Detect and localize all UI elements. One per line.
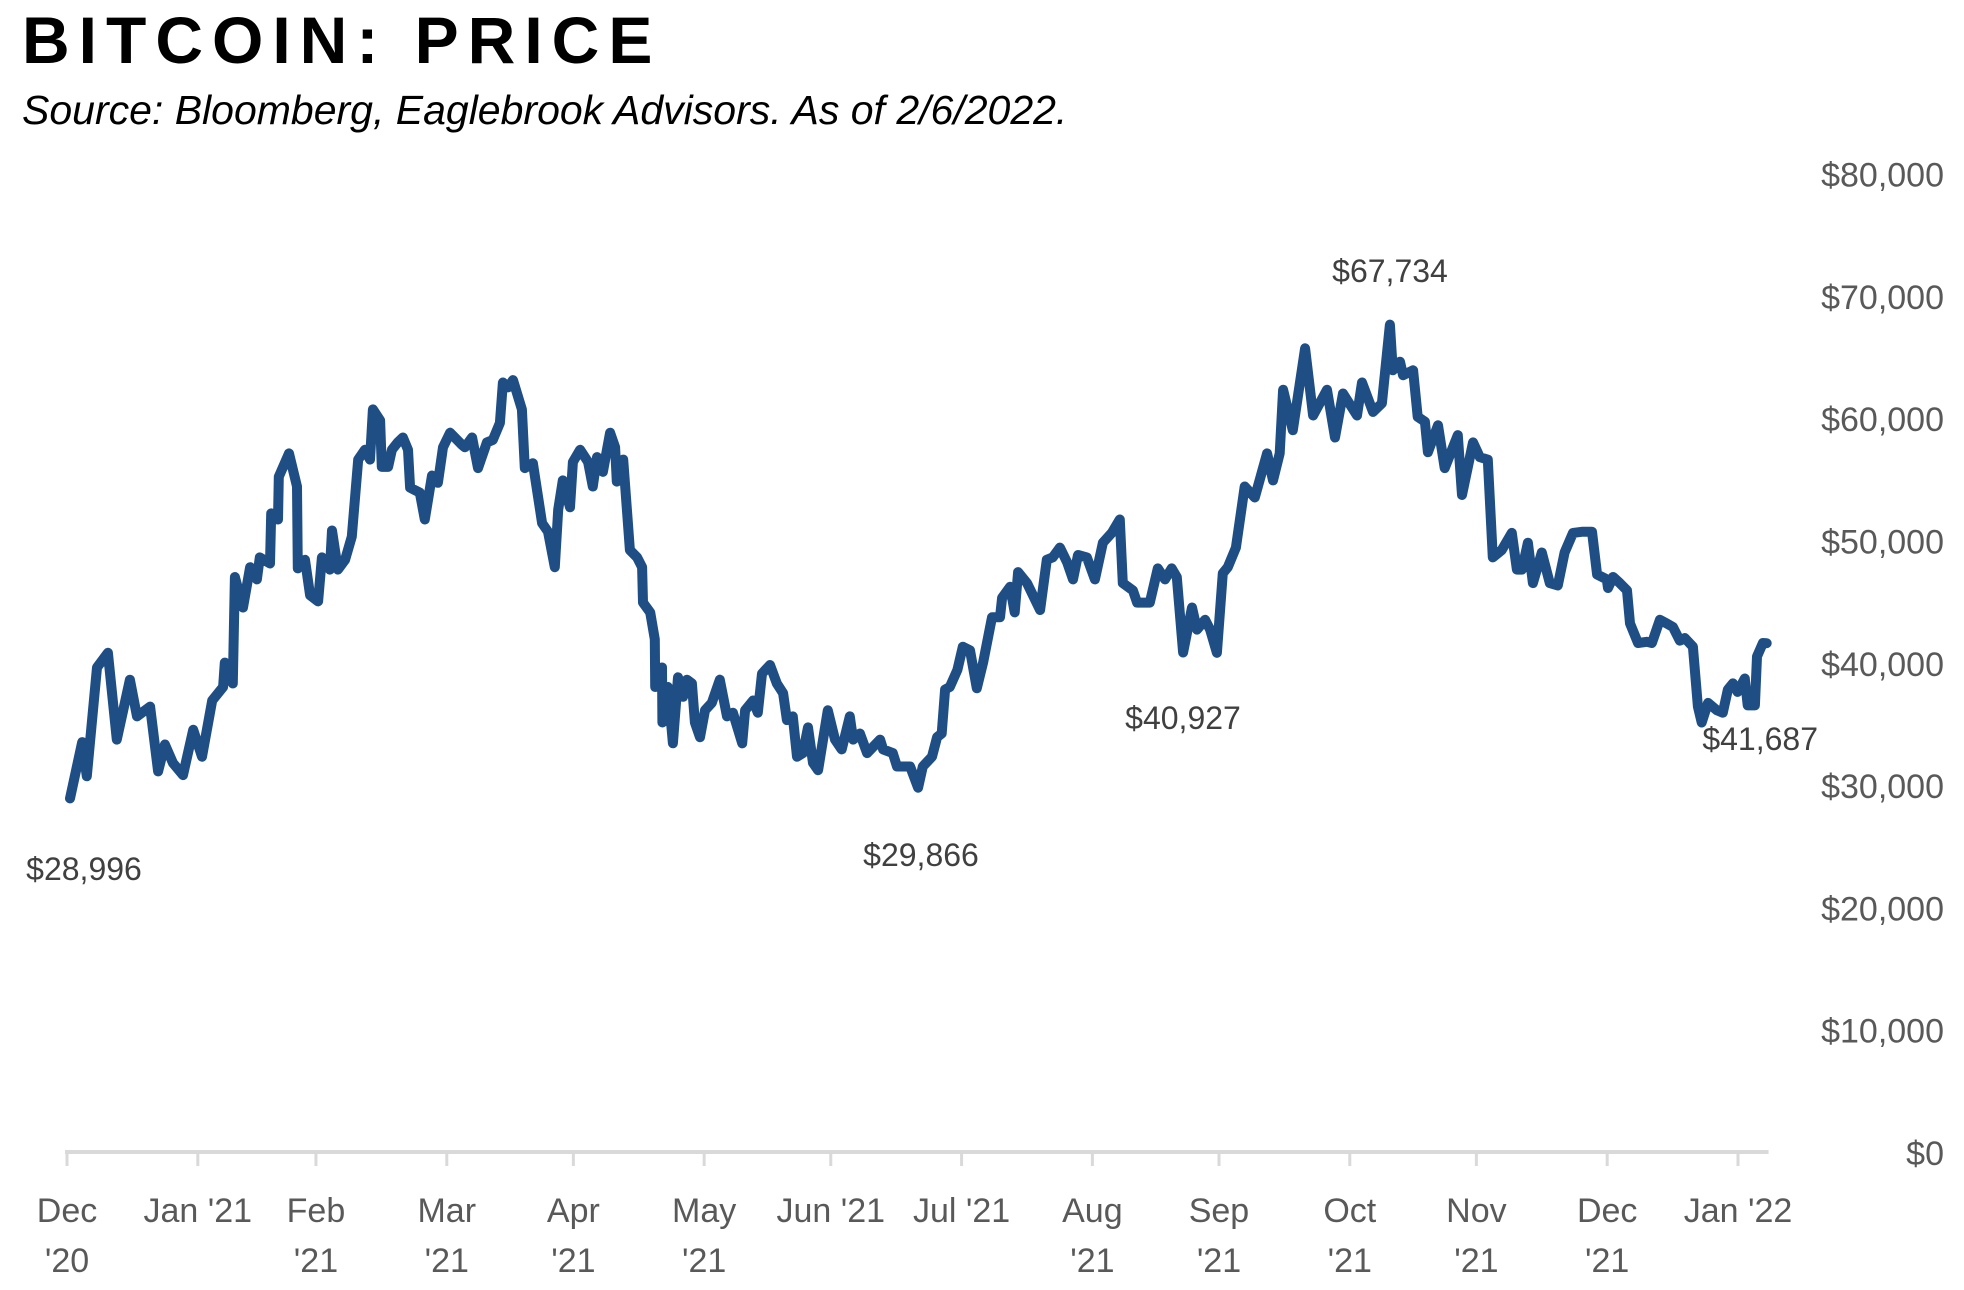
x-tick-label: Jul '21 [913,1192,1010,1230]
series-group [65,319,1772,804]
data-label: $40,927 [1125,700,1241,736]
y-tick-label: $50,000 [1821,524,1944,562]
x-tick-label-year: '21 [1070,1242,1114,1280]
x-tick-label-year: '21 [682,1242,726,1280]
x-tick-label-year: '21 [1328,1242,1372,1280]
y-tick-label: $30,000 [1821,768,1944,806]
x-tick-label: Mar [417,1192,476,1230]
x-tick-label: May [672,1192,736,1230]
y-tick-label: $20,000 [1821,890,1944,928]
y-tick-label: $70,000 [1821,279,1944,317]
data-label: $29,866 [863,837,979,873]
chart-subtitle: Source: Bloomberg, Eaglebrook Advisors. … [22,87,1068,133]
x-tick-label-year: '21 [551,1242,595,1280]
x-tick-label: Dec [1577,1192,1637,1230]
x-tick-label: Feb [287,1192,346,1230]
x-tick-label: Apr [547,1192,600,1230]
y-tick-label: $0 [1906,1135,1944,1173]
annotations: $28,996 $29,866 $40,927 $67,734 $41,687 [26,253,1818,887]
x-tick-label: Dec [37,1192,97,1230]
x-tick-label-year: '21 [1454,1242,1498,1280]
x-tick-label-year: '21 [294,1242,338,1280]
x-tick-label: Nov [1446,1192,1506,1230]
series-line-bitcoin-price [65,319,1772,804]
chart-title: BITCOIN: PRICE [22,3,662,77]
y-tick-label: $10,000 [1821,1013,1944,1051]
data-label: $41,687 [1702,721,1818,757]
x-tick-label-year: '20 [45,1242,89,1280]
x-tick-label-year: '21 [1197,1242,1241,1280]
data-label: $28,996 [26,851,142,887]
x-tick-label: Jan '22 [1684,1192,1793,1230]
y-tick-label: $40,000 [1821,646,1944,684]
data-label: $67,734 [1332,253,1448,289]
y-axis: $0 $10,000 $20,000 $30,000 $40,000 $50,000 $60… [1821,157,1944,1173]
x-tick-label: Oct [1323,1192,1376,1230]
x-tick-label-year: '21 [425,1242,469,1280]
y-tick-label: $80,000 [1821,157,1944,195]
x-axis: Dec '20 Jan '21 Feb '21 Mar '21 Apr '21 May '21 Jun… [37,1150,1793,1280]
x-tick-label: Sep [1189,1192,1250,1230]
x-tick-label: Jan '21 [144,1192,253,1230]
x-tick-label: Aug [1062,1192,1123,1230]
x-tick-label-year: '21 [1585,1242,1629,1280]
x-tick-label: Jun '21 [776,1192,885,1230]
y-tick-label: $60,000 [1821,401,1944,439]
